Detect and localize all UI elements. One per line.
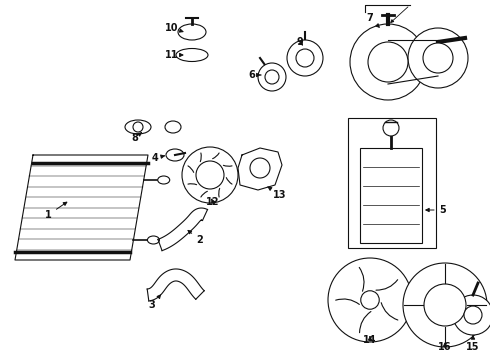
Text: 6: 6: [248, 70, 261, 80]
FancyArrowPatch shape: [188, 184, 196, 185]
Text: 14: 14: [363, 335, 377, 345]
Circle shape: [350, 24, 426, 100]
Ellipse shape: [125, 120, 151, 134]
Text: 15: 15: [466, 336, 480, 352]
Ellipse shape: [166, 149, 184, 161]
Text: 3: 3: [148, 295, 161, 310]
Text: 2: 2: [188, 230, 203, 245]
Text: 12: 12: [206, 197, 220, 207]
FancyArrowPatch shape: [223, 165, 232, 166]
Circle shape: [383, 120, 399, 136]
Circle shape: [464, 306, 482, 324]
Ellipse shape: [176, 49, 208, 62]
FancyArrowPatch shape: [200, 153, 201, 162]
Text: 8: 8: [131, 132, 142, 143]
FancyArrowPatch shape: [376, 280, 398, 290]
Circle shape: [453, 295, 490, 335]
Text: 4: 4: [151, 153, 164, 163]
Polygon shape: [147, 269, 204, 301]
Circle shape: [424, 284, 466, 326]
Text: 11: 11: [165, 50, 183, 60]
Circle shape: [133, 122, 143, 132]
Polygon shape: [238, 148, 282, 190]
Text: 7: 7: [367, 13, 379, 27]
Circle shape: [196, 161, 224, 189]
Circle shape: [258, 63, 286, 91]
Bar: [360, 148, 422, 243]
FancyArrowPatch shape: [201, 191, 207, 197]
Circle shape: [368, 42, 408, 82]
Circle shape: [296, 49, 314, 67]
Ellipse shape: [158, 176, 170, 184]
Ellipse shape: [165, 121, 181, 133]
Text: 13: 13: [268, 187, 287, 200]
FancyArrowPatch shape: [381, 303, 398, 320]
FancyArrowPatch shape: [219, 188, 220, 197]
Circle shape: [361, 291, 379, 309]
FancyArrowPatch shape: [188, 166, 194, 172]
Polygon shape: [158, 208, 208, 251]
Circle shape: [408, 28, 468, 88]
Circle shape: [182, 147, 238, 203]
Circle shape: [287, 40, 323, 76]
Circle shape: [423, 43, 453, 73]
FancyArrowPatch shape: [360, 311, 371, 333]
Ellipse shape: [147, 236, 159, 244]
Circle shape: [265, 70, 279, 84]
Bar: [348, 118, 436, 248]
Text: 10: 10: [165, 23, 183, 33]
Text: 9: 9: [296, 37, 303, 47]
Ellipse shape: [178, 24, 206, 40]
FancyArrowPatch shape: [213, 153, 219, 159]
Circle shape: [250, 158, 270, 178]
FancyArrowPatch shape: [359, 267, 364, 291]
Text: 5: 5: [426, 205, 446, 215]
FancyArrowPatch shape: [336, 299, 359, 305]
Circle shape: [403, 263, 487, 347]
Text: 16: 16: [438, 342, 452, 352]
Text: 1: 1: [45, 202, 67, 220]
FancyArrowPatch shape: [226, 177, 232, 184]
Circle shape: [328, 258, 412, 342]
